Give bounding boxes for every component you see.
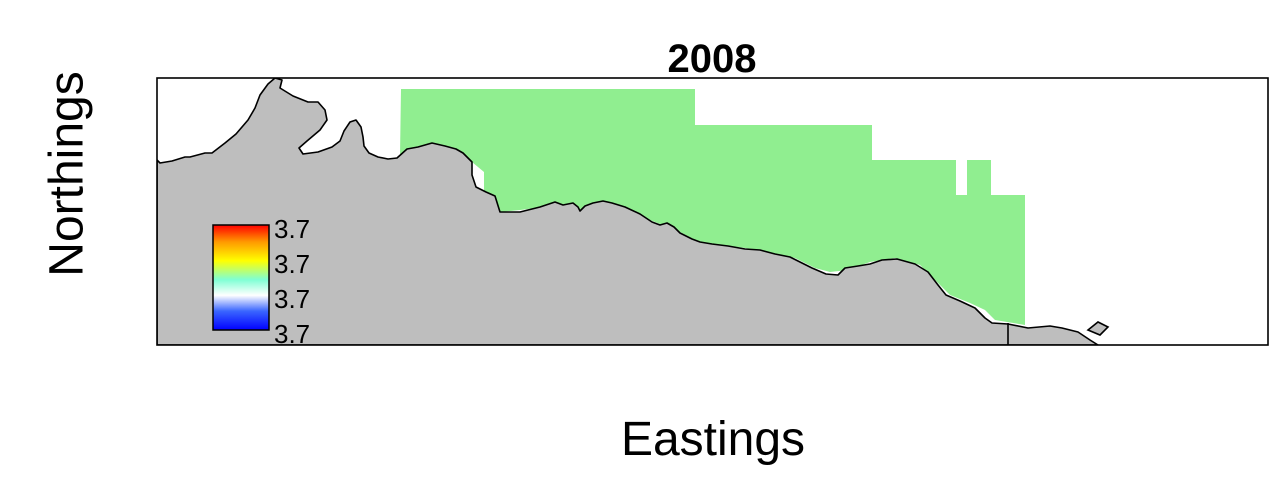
legend-label-4: 3.7: [274, 319, 310, 349]
color-legend: 3.7 3.7 3.7 3.7: [212, 214, 310, 349]
chart-title: 2008: [668, 37, 757, 81]
map-panel: [157, 78, 1268, 345]
island: [1086, 321, 1110, 336]
legend-label-1: 3.7: [274, 214, 310, 244]
y-axis-label: Northings: [41, 71, 94, 276]
survey-area: [400, 89, 1025, 325]
legend-label-2: 3.7: [274, 249, 310, 279]
legend-label-3: 3.7: [274, 284, 310, 314]
x-axis-label: Eastings: [621, 413, 805, 466]
panel-border: [156, 77, 1269, 346]
legend-colorbar: [212, 224, 270, 331]
land-mass: [157, 78, 1099, 345]
